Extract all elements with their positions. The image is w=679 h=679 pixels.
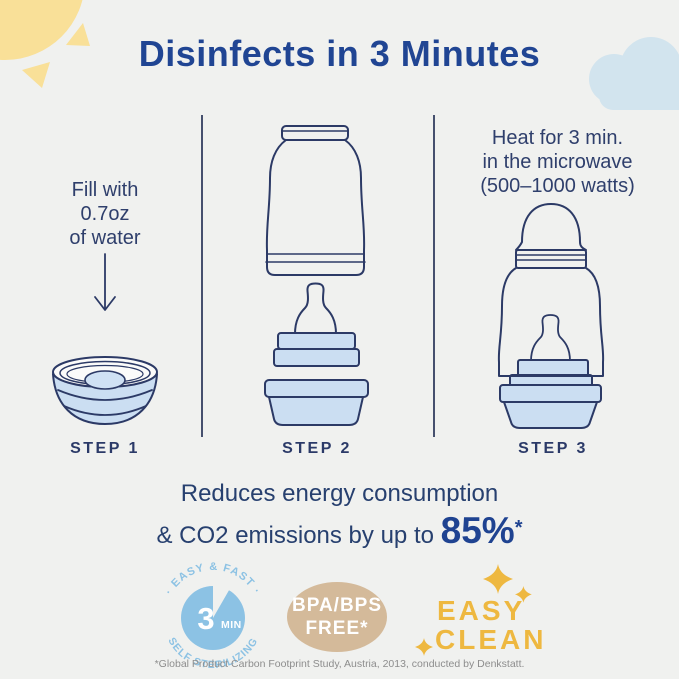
bowl-icon [52, 356, 158, 425]
benefit-line2: & CO2 emissions by up to 85%* [0, 509, 679, 555]
badge-unit: MIN [221, 619, 242, 631]
bottle-collar [515, 249, 587, 269]
base-cup [503, 401, 598, 429]
column-divider-2 [433, 115, 435, 437]
column-divider-1 [201, 115, 203, 437]
easy-clean-line1: EASY [437, 595, 526, 626]
sun-icon [0, 0, 90, 88]
base-rim [499, 384, 602, 403]
cloud-icon [589, 37, 679, 110]
step1-instruction-line: of water [69, 227, 141, 249]
bottle-body [265, 139, 366, 276]
arrow-down-icon [94, 253, 116, 311]
sparkle-icon [415, 564, 532, 656]
step1-instruction-line: Fill with [71, 179, 139, 201]
badge-clock-wedge [213, 582, 231, 618]
easy-clean-line2: CLEAN [435, 624, 547, 655]
step2-label: STEP 2 [282, 440, 352, 457]
badge-value: 3 [197, 601, 214, 636]
screw-ring-top [277, 332, 356, 350]
base-rim [264, 379, 369, 398]
benefit-line2-text: & CO2 emissions by up to [156, 522, 441, 549]
nipple [530, 314, 571, 362]
bpa-free-badge: BPA/BPS FREE* [287, 582, 387, 652]
benefit-headline: Reduces energy consumption & CO2 emissio… [0, 479, 679, 555]
bottle-body [497, 267, 605, 377]
bottle-parts-icon [264, 125, 369, 426]
step3-instruction-line: (500–1000 watts) [480, 175, 635, 197]
bpa-badge-line1: BPA/BPS [291, 595, 383, 616]
step3-instruction-line: in the microwave [482, 151, 633, 173]
step3-instruction: Heat for 3 min. in the microwave (500–10… [450, 126, 665, 198]
step1-instruction-line: 0.7oz [80, 203, 130, 225]
easy-clean-badge: EASY CLEAN [415, 562, 555, 667]
nipple [294, 282, 337, 335]
benefit-line1: Reduces energy consumption [180, 480, 499, 507]
assembled-bottle-icon [497, 203, 605, 429]
step1-instruction: Fill with 0.7oz of water [20, 178, 190, 250]
bottle-collar [281, 125, 349, 141]
footnote: *Global Product Carbon Footprint Study, … [154, 658, 525, 670]
base-cup [268, 396, 364, 426]
bottle-dome [515, 203, 587, 251]
sterilizing-badge-icon: 3 MIN · EASY & FAST · SELF STERILIZING [163, 561, 262, 671]
benefit-asterisk: * [514, 517, 523, 539]
bpa-badge-line2: FREE* [305, 618, 369, 639]
step1-label: STEP 1 [70, 440, 140, 457]
step3-instruction-line: Heat for 3 min. [491, 127, 624, 149]
page-title: Disinfects in 3 Minutes [138, 33, 541, 74]
benefit-highlight: 85% [440, 510, 515, 551]
step3-label: STEP 3 [518, 440, 588, 457]
screw-ring-bottom [273, 348, 360, 367]
